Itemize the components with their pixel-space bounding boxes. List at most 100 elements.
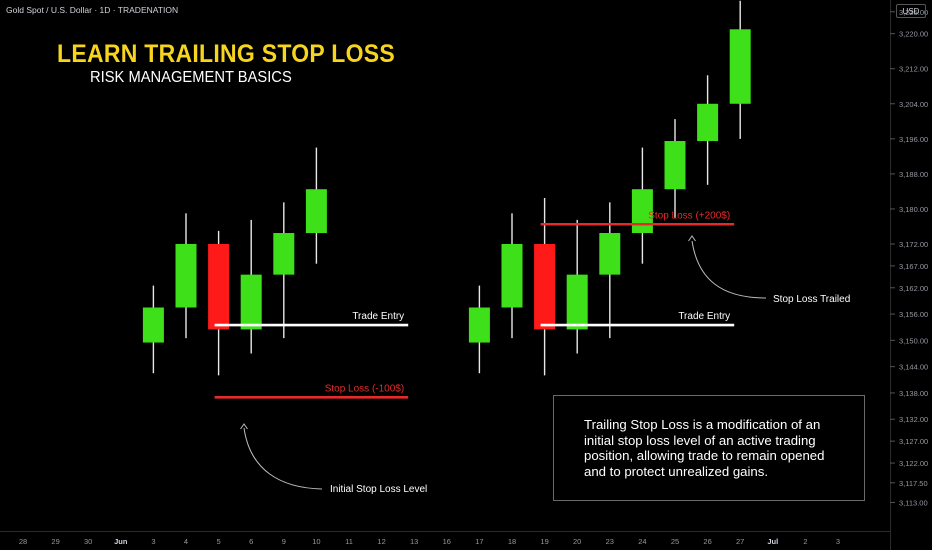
price-tick-label: 3,196.00 xyxy=(899,135,928,144)
time-tick-label: 20 xyxy=(573,537,581,546)
time-tick-label: 24 xyxy=(638,537,646,546)
trade-entry-label: Trade Entry xyxy=(678,311,730,322)
candle-body-up xyxy=(729,29,751,104)
candle-body-up xyxy=(273,233,295,275)
price-tick-label: 3,212.00 xyxy=(899,65,928,74)
symbol-header: Gold Spot / U.S. Dollar · 1D · TRADENATI… xyxy=(6,5,179,15)
page-subtitle: RISK MANAGEMENT BASICS xyxy=(90,69,292,86)
time-tick-label: 26 xyxy=(703,537,711,546)
price-tick-label: 3,220.00 xyxy=(899,30,928,39)
time-tick-label: 18 xyxy=(508,537,516,546)
time-tick-label: 29 xyxy=(51,537,59,546)
time-tick-label: 25 xyxy=(671,537,679,546)
annotation-label: Stop Loss Trailed xyxy=(773,294,850,305)
price-tick-label: 3,132.00 xyxy=(899,415,928,424)
candle xyxy=(599,202,621,339)
price-tick-label: 3,180.00 xyxy=(899,205,928,214)
candle-body-up xyxy=(566,274,588,330)
candle xyxy=(664,119,686,218)
info-box: Trailing Stop Loss is a modification of … xyxy=(553,395,865,501)
candle-body-up xyxy=(142,307,164,343)
candle xyxy=(501,213,523,339)
candle xyxy=(240,219,262,354)
candle-body-up xyxy=(501,243,523,308)
price-tick-label: 3,156.00 xyxy=(899,310,928,319)
candle xyxy=(534,197,556,376)
time-tick-label: 19 xyxy=(540,537,548,546)
price-tick-label: 3,150.00 xyxy=(899,336,928,345)
price-tick-label: 3,144.00 xyxy=(899,363,928,372)
time-tick-label: 6 xyxy=(249,537,253,546)
currency-badge[interactable]: USD xyxy=(896,4,926,18)
price-tick-label: 3,117.50 xyxy=(899,479,928,488)
time-tick-label: 12 xyxy=(377,537,385,546)
candle-body-up xyxy=(240,274,262,330)
candle-body-up xyxy=(631,189,653,234)
price-tick-label: 3,127.00 xyxy=(899,437,928,446)
time-tick-label: 4 xyxy=(184,537,188,546)
candle xyxy=(468,285,490,374)
time-tick-label: Jun xyxy=(114,537,128,546)
info-line: initial stop loss level of an active tra… xyxy=(584,432,816,448)
price-tick-label: 3,162.00 xyxy=(899,284,928,293)
time-tick-label: 17 xyxy=(475,537,483,546)
info-line: and to protect unrealized gains. xyxy=(584,463,769,479)
price-tick-label: 3,138.00 xyxy=(899,389,928,398)
price-axis[interactable]: 3,113.00 3,117.50 3,122.00 3,127.00 3,132.00… xyxy=(890,0,928,550)
price-tick-label: 3,113.00 xyxy=(899,498,928,507)
time-tick-label: 30 xyxy=(84,537,92,546)
time-tick-label: 9 xyxy=(282,537,286,546)
time-tick-label: 11 xyxy=(345,537,353,546)
candle xyxy=(273,202,295,339)
stop-loss-label: Stop Loss (+200$) xyxy=(648,210,730,221)
time-tick-label: 23 xyxy=(606,537,614,546)
page-title: LEARN TRAILING STOP LOSS xyxy=(57,40,396,68)
candle-body-up xyxy=(664,141,686,190)
annotation-arrowhead xyxy=(240,423,248,430)
candle xyxy=(208,230,230,376)
candle-body-up xyxy=(175,243,197,308)
candle xyxy=(631,147,653,264)
info-line: Trailing Stop Loss is a modification of … xyxy=(584,417,821,432)
time-tick-label: 13 xyxy=(410,537,418,546)
time-tick-label: 3 xyxy=(836,537,840,546)
candle-body-down xyxy=(208,243,230,330)
annotation-arrow xyxy=(243,427,323,490)
time-tick-label: 10 xyxy=(312,537,320,546)
price-tick-label: 3,225.00 xyxy=(899,8,928,17)
candle-body-up xyxy=(305,189,327,234)
time-tick-label: 2 xyxy=(803,537,807,546)
time-tick-label: 3 xyxy=(151,537,155,546)
price-tick-label: 3,188.00 xyxy=(899,170,928,179)
time-tick-label: 5 xyxy=(217,537,221,546)
price-tick-label: 3,167.00 xyxy=(899,262,928,271)
time-tick-label: 28 xyxy=(19,537,27,546)
candles xyxy=(142,0,751,376)
time-tick-label: 27 xyxy=(736,537,744,546)
candle xyxy=(142,285,164,374)
level-lines: Trade Entry Stop Loss (-100$) Trade Entry S… xyxy=(214,210,735,399)
candle-body-up xyxy=(599,233,621,275)
info-text: Trailing Stop Loss is a modification of … xyxy=(584,417,859,479)
annotations: Initial Stop Loss Level Stop Loss Trailed xyxy=(240,235,850,495)
candle-body-up xyxy=(468,307,490,343)
candle xyxy=(697,75,719,185)
candle-body-down xyxy=(534,243,556,330)
candle-body-up xyxy=(697,103,719,142)
annotation-arrow xyxy=(691,240,767,299)
time-tick-label: Jul xyxy=(767,537,778,546)
candle xyxy=(566,219,588,354)
price-tick-label: 3,122.00 xyxy=(899,459,928,468)
time-axis[interactable]: 28 29 30 Jun 3 4 5 6 9 10 11 12 13 16 17 18 19 20 23 24 25 26… xyxy=(0,531,890,547)
annotation-label: Initial Stop Loss Level xyxy=(330,484,427,495)
time-tick-label: 16 xyxy=(443,537,451,546)
candle xyxy=(729,0,751,139)
candle xyxy=(305,147,327,264)
trade-entry-label: Trade Entry xyxy=(352,311,404,322)
annotation-arrowhead xyxy=(688,235,696,242)
price-tick-label: 3,172.00 xyxy=(899,240,928,249)
candle xyxy=(175,213,197,339)
stop-loss-label: Stop Loss (-100$) xyxy=(325,383,405,394)
